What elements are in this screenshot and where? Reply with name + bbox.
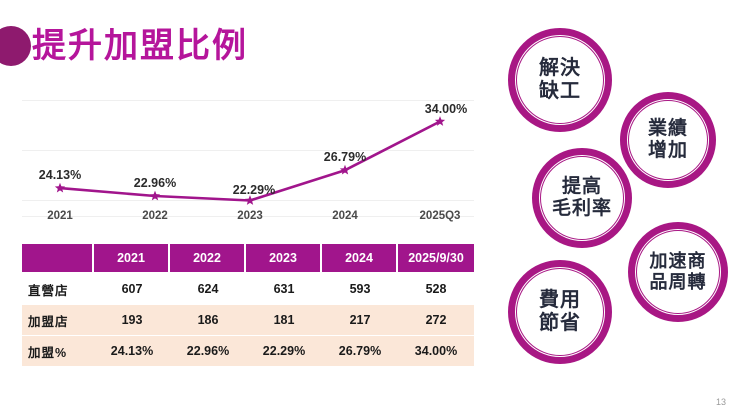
table-cell: 593 bbox=[322, 274, 398, 305]
circle-inner-ring-icon bbox=[636, 230, 720, 314]
benefit-circle-label: 加速商 品周轉 bbox=[649, 251, 707, 292]
circle-ring-icon bbox=[508, 260, 612, 364]
chart-x-tick-label: 2025Q3 bbox=[419, 210, 461, 222]
table-header-row: 2021 2022 2023 2024 2025/9/30 bbox=[22, 244, 474, 274]
benefit-circle-label: 解決 缺工 bbox=[539, 57, 581, 102]
chart-plot-svg bbox=[54, 116, 446, 205]
circle-inner-ring-icon bbox=[516, 268, 604, 356]
chart-data-label: 22.96% bbox=[133, 176, 177, 191]
chart-data-label: 26.79% bbox=[323, 150, 367, 165]
benefit-circle-gross-margin[interactable]: 提高 毛利率 bbox=[532, 148, 632, 248]
table-cell: 631 bbox=[246, 274, 322, 305]
chart-x-tick-label: 2023 bbox=[237, 210, 263, 222]
chart-gridline bbox=[22, 216, 474, 217]
table-row: 直營店 607 624 631 593 528 bbox=[22, 274, 474, 305]
table-cell: 22.29% bbox=[246, 336, 322, 367]
title-bullet-icon bbox=[0, 26, 31, 66]
table-cell: 193 bbox=[94, 305, 170, 336]
circle-ring-icon bbox=[532, 148, 632, 248]
chart-data-label: 22.29% bbox=[232, 182, 276, 197]
page-number: 13 bbox=[715, 397, 726, 407]
chart-x-axis: 2021 2022 2023 2024 2025Q3 bbox=[22, 210, 474, 228]
chart-gridline bbox=[22, 100, 474, 101]
chart-x-tick-label: 2021 bbox=[47, 210, 73, 222]
circle-ring-icon bbox=[620, 92, 716, 188]
table-column-header: 2023 bbox=[246, 244, 322, 274]
table-cell: 272 bbox=[398, 305, 474, 336]
chart-data-label: 24.13% bbox=[38, 168, 82, 183]
store-counts-table: 2021 2022 2023 2024 2025/9/30 直營店 607 62… bbox=[22, 244, 474, 367]
table-row: 加盟% 24.13% 22.96% 22.29% 26.79% 34.00% bbox=[22, 336, 474, 367]
chart-x-tick-label: 2022 bbox=[142, 210, 168, 222]
table-column-header: 2024 bbox=[322, 244, 398, 274]
table-cell: 217 bbox=[322, 305, 398, 336]
benefit-circle-inventory-turnover[interactable]: 加速商 品周轉 bbox=[628, 222, 728, 322]
table-cell: 181 bbox=[246, 305, 322, 336]
chart-data-label: 34.00% bbox=[424, 101, 468, 116]
benefit-circles-group: 解決 缺工 業績 增加 提高 毛利率 加速商 品周轉 費用 節省 bbox=[480, 14, 740, 386]
benefit-circle-solve-labor-shortage[interactable]: 解決 缺工 bbox=[508, 28, 612, 132]
table-cell: 528 bbox=[398, 274, 474, 305]
chart-x-tick-label: 2024 bbox=[332, 210, 358, 222]
table-column-header: 2025/9/30 bbox=[398, 244, 474, 274]
table-row-label: 直營店 bbox=[22, 274, 94, 305]
line-chart: 24.13% 22.96% 22.29% 26.79% 34.00% bbox=[22, 92, 474, 232]
page-title: 提升加盟比例 bbox=[32, 27, 248, 65]
chart-marker bbox=[339, 164, 351, 175]
benefit-circle-cost-saving[interactable]: 費用 節省 bbox=[508, 260, 612, 364]
benefit-circle-label: 費用 節省 bbox=[539, 289, 581, 334]
table-cell: 624 bbox=[170, 274, 246, 305]
circle-inner-ring-icon bbox=[516, 36, 604, 124]
table-row-label: 加盟% bbox=[22, 336, 94, 367]
table-cell: 22.96% bbox=[170, 336, 246, 367]
benefit-circle-revenue-growth[interactable]: 業績 增加 bbox=[620, 92, 716, 188]
table-column-header: 2021 bbox=[94, 244, 170, 274]
chart-marker bbox=[149, 190, 161, 201]
benefit-circle-label: 提高 毛利率 bbox=[551, 176, 612, 219]
benefit-circle-label: 業績 增加 bbox=[647, 118, 688, 161]
table-cell: 186 bbox=[170, 305, 246, 336]
chart-markers bbox=[54, 116, 446, 205]
table-cell: 24.13% bbox=[94, 336, 170, 367]
chart-marker bbox=[244, 195, 256, 205]
table-cell: 26.79% bbox=[322, 336, 398, 367]
table-cell: 607 bbox=[94, 274, 170, 305]
circle-inner-ring-icon bbox=[540, 156, 624, 240]
table-corner-cell bbox=[22, 244, 94, 274]
table-row: 加盟店 193 186 181 217 272 bbox=[22, 305, 474, 336]
chart-marker bbox=[434, 116, 446, 126]
chart-gridline bbox=[22, 150, 474, 151]
table-cell: 34.00% bbox=[398, 336, 474, 367]
chart-marker bbox=[54, 182, 66, 193]
table-column-header: 2022 bbox=[170, 244, 246, 274]
circle-inner-ring-icon bbox=[628, 100, 708, 180]
circle-ring-icon bbox=[508, 28, 612, 132]
table-row-label: 加盟店 bbox=[22, 305, 94, 336]
circle-ring-icon bbox=[628, 222, 728, 322]
